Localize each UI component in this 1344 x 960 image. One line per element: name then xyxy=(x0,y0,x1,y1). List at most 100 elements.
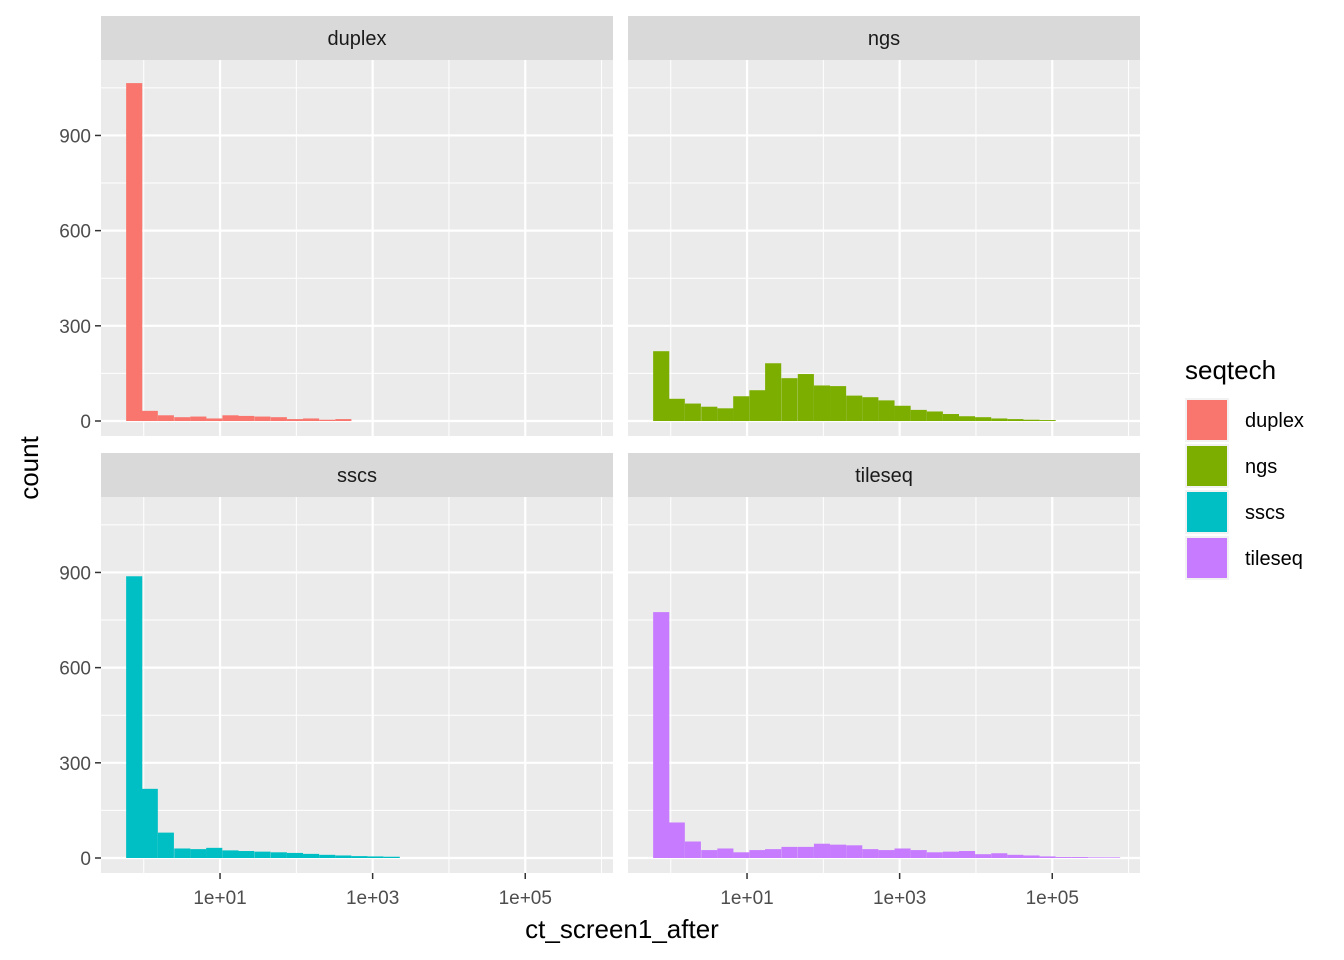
histogram-bar xyxy=(286,852,304,858)
histogram-bar xyxy=(206,418,223,421)
panel-background-duplex xyxy=(101,60,613,436)
histogram-bar xyxy=(830,386,847,421)
histogram-bar xyxy=(668,398,685,421)
histogram-bar xyxy=(254,851,271,858)
histogram-bar xyxy=(958,416,976,421)
y-tick-label: 600 xyxy=(59,222,91,243)
histogram-bar xyxy=(141,410,158,421)
legend-title: seqtech xyxy=(1185,355,1276,385)
legend-swatch-ngs xyxy=(1187,446,1227,486)
histogram-bar xyxy=(1071,857,1088,858)
y-axis-title: count xyxy=(14,435,44,499)
y-tick-label: 600 xyxy=(59,659,91,680)
histogram-bar xyxy=(335,855,352,858)
histogram-bar xyxy=(942,851,959,858)
facet-strip-sscs xyxy=(101,453,613,497)
histogram-bar xyxy=(174,417,191,421)
y-tick-label: 900 xyxy=(59,126,91,147)
x-tick-label: 1e+05 xyxy=(1026,888,1079,909)
histogram-bar xyxy=(174,848,191,858)
histogram-bar xyxy=(894,848,911,858)
y-tick-label: 900 xyxy=(59,563,91,584)
histogram-bar xyxy=(878,850,895,858)
histogram-bar xyxy=(270,852,287,858)
x-tick-label: 1e+01 xyxy=(720,888,773,909)
facet-strip-duplex xyxy=(101,16,613,60)
histogram-bar xyxy=(141,788,158,858)
histogram-bar xyxy=(668,822,685,858)
histogram-bar xyxy=(958,851,976,858)
histogram-bar xyxy=(238,415,255,421)
facet-strip-label-sscs: sscs xyxy=(337,465,377,487)
histogram-bar xyxy=(894,405,911,421)
x-tick-label: 1e+01 xyxy=(193,888,246,909)
facet-strip-ngs xyxy=(628,16,1140,60)
histogram-bar xyxy=(1023,855,1040,858)
panel-duplex: duplex 0 300 600 900 xyxy=(59,16,613,436)
histogram-bar xyxy=(717,408,734,421)
facet-strip-tileseq xyxy=(628,453,1140,497)
legend-swatch-duplex xyxy=(1187,400,1227,440)
histogram-bar xyxy=(1104,857,1121,858)
histogram-bar xyxy=(765,849,782,858)
histogram-bar xyxy=(367,856,384,858)
facet-strip-label-tileseq: tileseq xyxy=(855,465,913,487)
histogram-bar xyxy=(910,850,927,858)
histogram-bar xyxy=(797,374,814,421)
histogram-bar xyxy=(157,415,174,421)
legend: seqtech duplex ngs sscs tileseq xyxy=(1185,355,1304,580)
histogram-bar xyxy=(733,852,750,858)
histogram-bar xyxy=(222,850,239,858)
histogram-bar xyxy=(846,845,863,858)
legend-label-duplex: duplex xyxy=(1245,410,1304,432)
histogram-bar xyxy=(206,847,223,858)
histogram-bar xyxy=(319,854,336,858)
histogram-bar xyxy=(991,853,1008,858)
panel-ngs: ngs xyxy=(628,16,1140,436)
panel-sscs: sscs 0 300 600 900 1e+01 1e+03 1e+05 xyxy=(59,453,613,909)
facet-strip-label-ngs: ngs xyxy=(868,28,900,50)
histogram-bar xyxy=(701,850,718,858)
panel-tileseq: tileseq 1e+01 1e+03 1e+05 xyxy=(628,453,1140,909)
histogram-bar xyxy=(878,400,895,421)
histogram-bar xyxy=(1039,856,1056,858)
histogram-bar xyxy=(126,576,143,858)
histogram-bar xyxy=(303,853,320,858)
histogram-bar xyxy=(286,419,304,421)
histogram-bar xyxy=(270,417,287,421)
histogram-bar xyxy=(319,419,336,421)
panel-background-sscs xyxy=(101,497,613,873)
histogram-bar xyxy=(991,418,1008,421)
histogram-bar xyxy=(862,397,879,421)
histogram-bar xyxy=(781,378,798,421)
legend-label-sscs: sscs xyxy=(1245,502,1285,524)
histogram-bar xyxy=(303,418,320,421)
x-tick-label: 1e+03 xyxy=(873,888,926,909)
histogram-bar xyxy=(749,850,766,858)
histogram-bar xyxy=(126,83,143,421)
histogram-bar xyxy=(190,849,207,858)
histogram-bar xyxy=(1055,857,1072,858)
histogram-bar xyxy=(157,832,174,858)
histogram-bar xyxy=(926,852,943,858)
histogram-bar xyxy=(975,417,992,421)
histogram-bar xyxy=(701,406,718,421)
histogram-bar xyxy=(351,856,368,858)
histogram-bar xyxy=(653,612,670,858)
histogram-bar xyxy=(653,351,670,421)
histogram-bar xyxy=(1039,420,1056,421)
histogram-bar xyxy=(781,846,798,858)
panel-background-tileseq xyxy=(628,497,1140,873)
histogram-bar xyxy=(765,363,782,421)
histogram-bar xyxy=(926,411,943,421)
histogram-bar xyxy=(190,416,207,421)
histogram-bar xyxy=(684,841,701,858)
histogram-bar xyxy=(684,403,701,421)
y-tick-label: 0 xyxy=(80,412,91,433)
histogram-bar xyxy=(717,848,734,858)
y-tick-label: 300 xyxy=(59,754,91,775)
histogram-bar xyxy=(254,416,271,421)
histogram-bar xyxy=(797,846,814,858)
x-tick-label: 1e+03 xyxy=(346,888,399,909)
